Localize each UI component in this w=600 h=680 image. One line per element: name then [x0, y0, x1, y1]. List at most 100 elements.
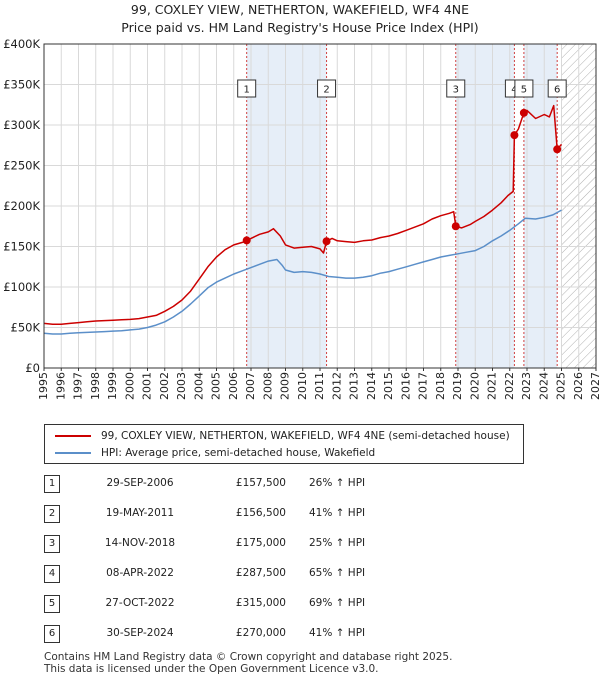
table-row: 5 27-OCT-2022 £315,000 69% ↑ HPI [44, 595, 424, 615]
x-tick-label: 2000 [123, 372, 136, 400]
sale-point [322, 237, 331, 246]
y-tick-label: £350K [3, 78, 40, 92]
transaction-hpi: 41% ↑ HPI [309, 627, 366, 639]
transaction-hpi: 25% ↑ HPI [309, 537, 366, 549]
legend-label-hpi: HPI: Average price, semi-detached house,… [101, 447, 376, 459]
x-tick-label: 2014 [365, 372, 378, 400]
sale-label-box [547, 79, 567, 98]
x-tick-label: 2027 [589, 372, 600, 400]
x-tick-label: 1997 [72, 372, 85, 400]
legend-item-hpi: HPI: Average price, semi-detached house,… [55, 445, 375, 461]
transaction-date: 27-OCT-2022 [105, 597, 175, 609]
series-group [44, 104, 563, 335]
sale-label-box [514, 79, 534, 98]
sale-label-number: 6 [554, 85, 560, 96]
sale-label-number: 3 [453, 85, 459, 96]
y-tick-label: £0 [25, 361, 40, 375]
x-tick-label: 2012 [330, 372, 343, 400]
x-tick-label: 2025 [555, 372, 568, 400]
x-tick-label: 1995 [37, 372, 50, 400]
x-tick-label: 2005 [210, 372, 223, 400]
x-tick-label: 2010 [296, 372, 309, 400]
y-tick-label: £200K [3, 199, 40, 213]
y-tick-label: £250K [3, 159, 40, 173]
legend-item-property: 99, COXLEY VIEW, NETHERTON, WAKEFIELD, W… [55, 428, 510, 444]
sale-label-number: 2 [323, 85, 329, 96]
transaction-price: £287,500 [235, 567, 286, 579]
x-tick-label: 2021 [486, 372, 499, 400]
x-tick-label: 2024 [537, 372, 550, 400]
hpi-line [44, 209, 562, 335]
table-row: 2 19-MAY-2011 £156,500 41% ↑ HPI [44, 505, 424, 525]
x-tick-label: 2001 [141, 372, 154, 400]
transaction-number: 4 [44, 565, 60, 583]
footer-copyright: Contains HM Land Registry data © Crown c… [44, 651, 453, 663]
x-tick-label: 2013 [348, 372, 361, 400]
sale-point [519, 108, 528, 117]
table-row: 6 30-SEP-2024 £270,000 41% ↑ HPI [44, 625, 424, 645]
transaction-number: 1 [44, 475, 60, 493]
transaction-price: £270,000 [235, 627, 286, 639]
x-tick-label: 2022 [503, 372, 516, 400]
x-tick-label: 2006 [227, 372, 240, 400]
x-tick-label: 2019 [451, 372, 464, 400]
x-tick-label: 2023 [520, 372, 533, 400]
transaction-price: £315,000 [235, 597, 286, 609]
transaction-price: £175,000 [235, 537, 286, 549]
sale-label-box [446, 79, 466, 98]
x-tick-label: 2017 [417, 372, 430, 400]
x-tick-label: 2020 [468, 372, 481, 400]
transaction-price: £157,500 [235, 477, 286, 489]
property-price-line [44, 104, 563, 326]
transaction-hpi: 26% ↑ HPI [309, 477, 366, 489]
x-tick-label: 2009 [279, 372, 292, 400]
transaction-number: 2 [44, 505, 60, 523]
x-tick-label: 2026 [572, 372, 585, 400]
sale-point [451, 222, 460, 231]
x-tick-label: 2004 [192, 372, 205, 400]
x-tick-label: 2002 [158, 372, 171, 400]
chart-subtitle: Price paid vs. HM Land Registry's House … [121, 20, 479, 35]
transaction-date: 19-MAY-2011 [105, 507, 175, 519]
price-chart: 123456£0£50K£100K£150K£200K£250K£300K£35… [3, 37, 600, 400]
y-tick-label: £100K [3, 280, 40, 294]
sale-label-box [317, 79, 337, 98]
x-tick-label: 1998 [89, 372, 102, 400]
sale-point [553, 145, 562, 154]
x-tick-label: 2015 [382, 372, 395, 400]
sale-label-number: 5 [521, 85, 527, 96]
x-tick-label: 1996 [54, 372, 67, 400]
x-tick-label: 2011 [313, 372, 326, 400]
y-tick-label: £150K [3, 240, 40, 254]
sale-label-number: 1 [244, 85, 250, 96]
legend-swatch-red [55, 435, 91, 437]
transaction-number: 3 [44, 535, 60, 553]
y-tick-label: £50K [11, 321, 41, 335]
sale-point [510, 131, 519, 140]
sale-label-box [237, 79, 257, 98]
legend-swatch-blue [55, 452, 91, 454]
transaction-date: 29-SEP-2006 [106, 477, 174, 489]
transaction-date: 08-APR-2022 [106, 567, 174, 579]
table-row: 3 14-NOV-2018 £175,000 25% ↑ HPI [44, 535, 424, 555]
y-tick-label: £300K [3, 118, 40, 132]
table-row: 1 29-SEP-2006 £157,500 26% ↑ HPI [44, 475, 424, 495]
transaction-price: £156,500 [235, 507, 286, 519]
transaction-number: 5 [44, 595, 60, 613]
transaction-number: 6 [44, 625, 60, 643]
x-tick-label: 2007 [244, 372, 257, 400]
transaction-hpi: 41% ↑ HPI [309, 507, 366, 519]
transaction-date: 30-SEP-2024 [106, 627, 174, 639]
transaction-date: 14-NOV-2018 [104, 537, 176, 549]
x-tick-label: 2008 [261, 372, 274, 400]
x-tick-label: 2016 [399, 372, 412, 400]
transaction-hpi: 65% ↑ HPI [309, 567, 366, 579]
x-tick-label: 1999 [106, 372, 119, 400]
legend-label-property: 99, COXLEY VIEW, NETHERTON, WAKEFIELD, W… [101, 430, 510, 442]
table-row: 4 08-APR-2022 £287,500 65% ↑ HPI [44, 565, 424, 585]
y-tick-label: £400K [3, 37, 40, 51]
x-tick-label: 2018 [434, 372, 447, 400]
footer-licence: This data is licensed under the Open Gov… [44, 663, 379, 675]
sale-point [242, 236, 251, 245]
transaction-hpi: 69% ↑ HPI [309, 597, 366, 609]
